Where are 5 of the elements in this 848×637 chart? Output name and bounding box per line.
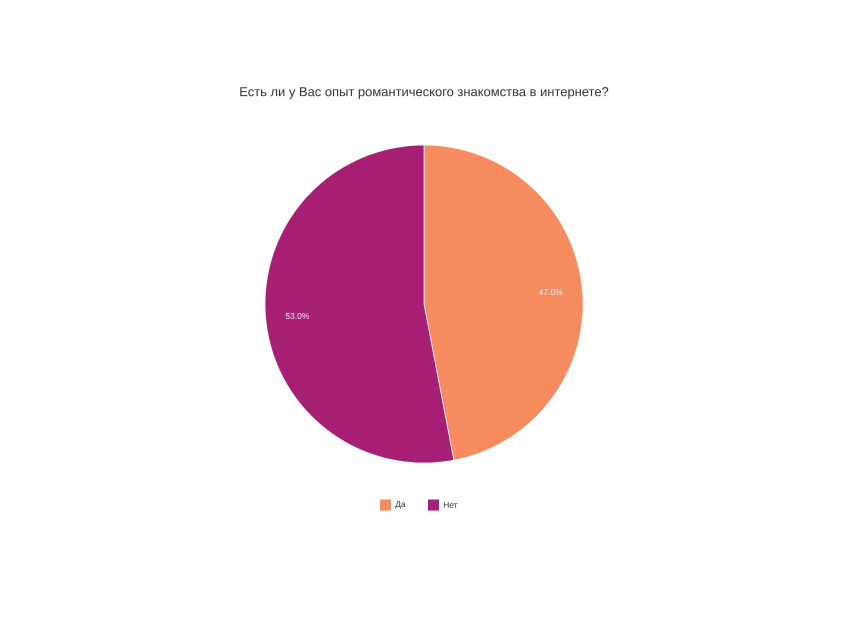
- data-label: 53.0%: [286, 312, 310, 319]
- legend-label: Да: [395, 501, 406, 509]
- chart-title: Есть ли у Вас опыт романтического знакомства в интернете?: [240, 87, 608, 99]
- legend-label: Нет: [444, 502, 458, 508]
- data-label: 47.0%: [538, 289, 562, 296]
